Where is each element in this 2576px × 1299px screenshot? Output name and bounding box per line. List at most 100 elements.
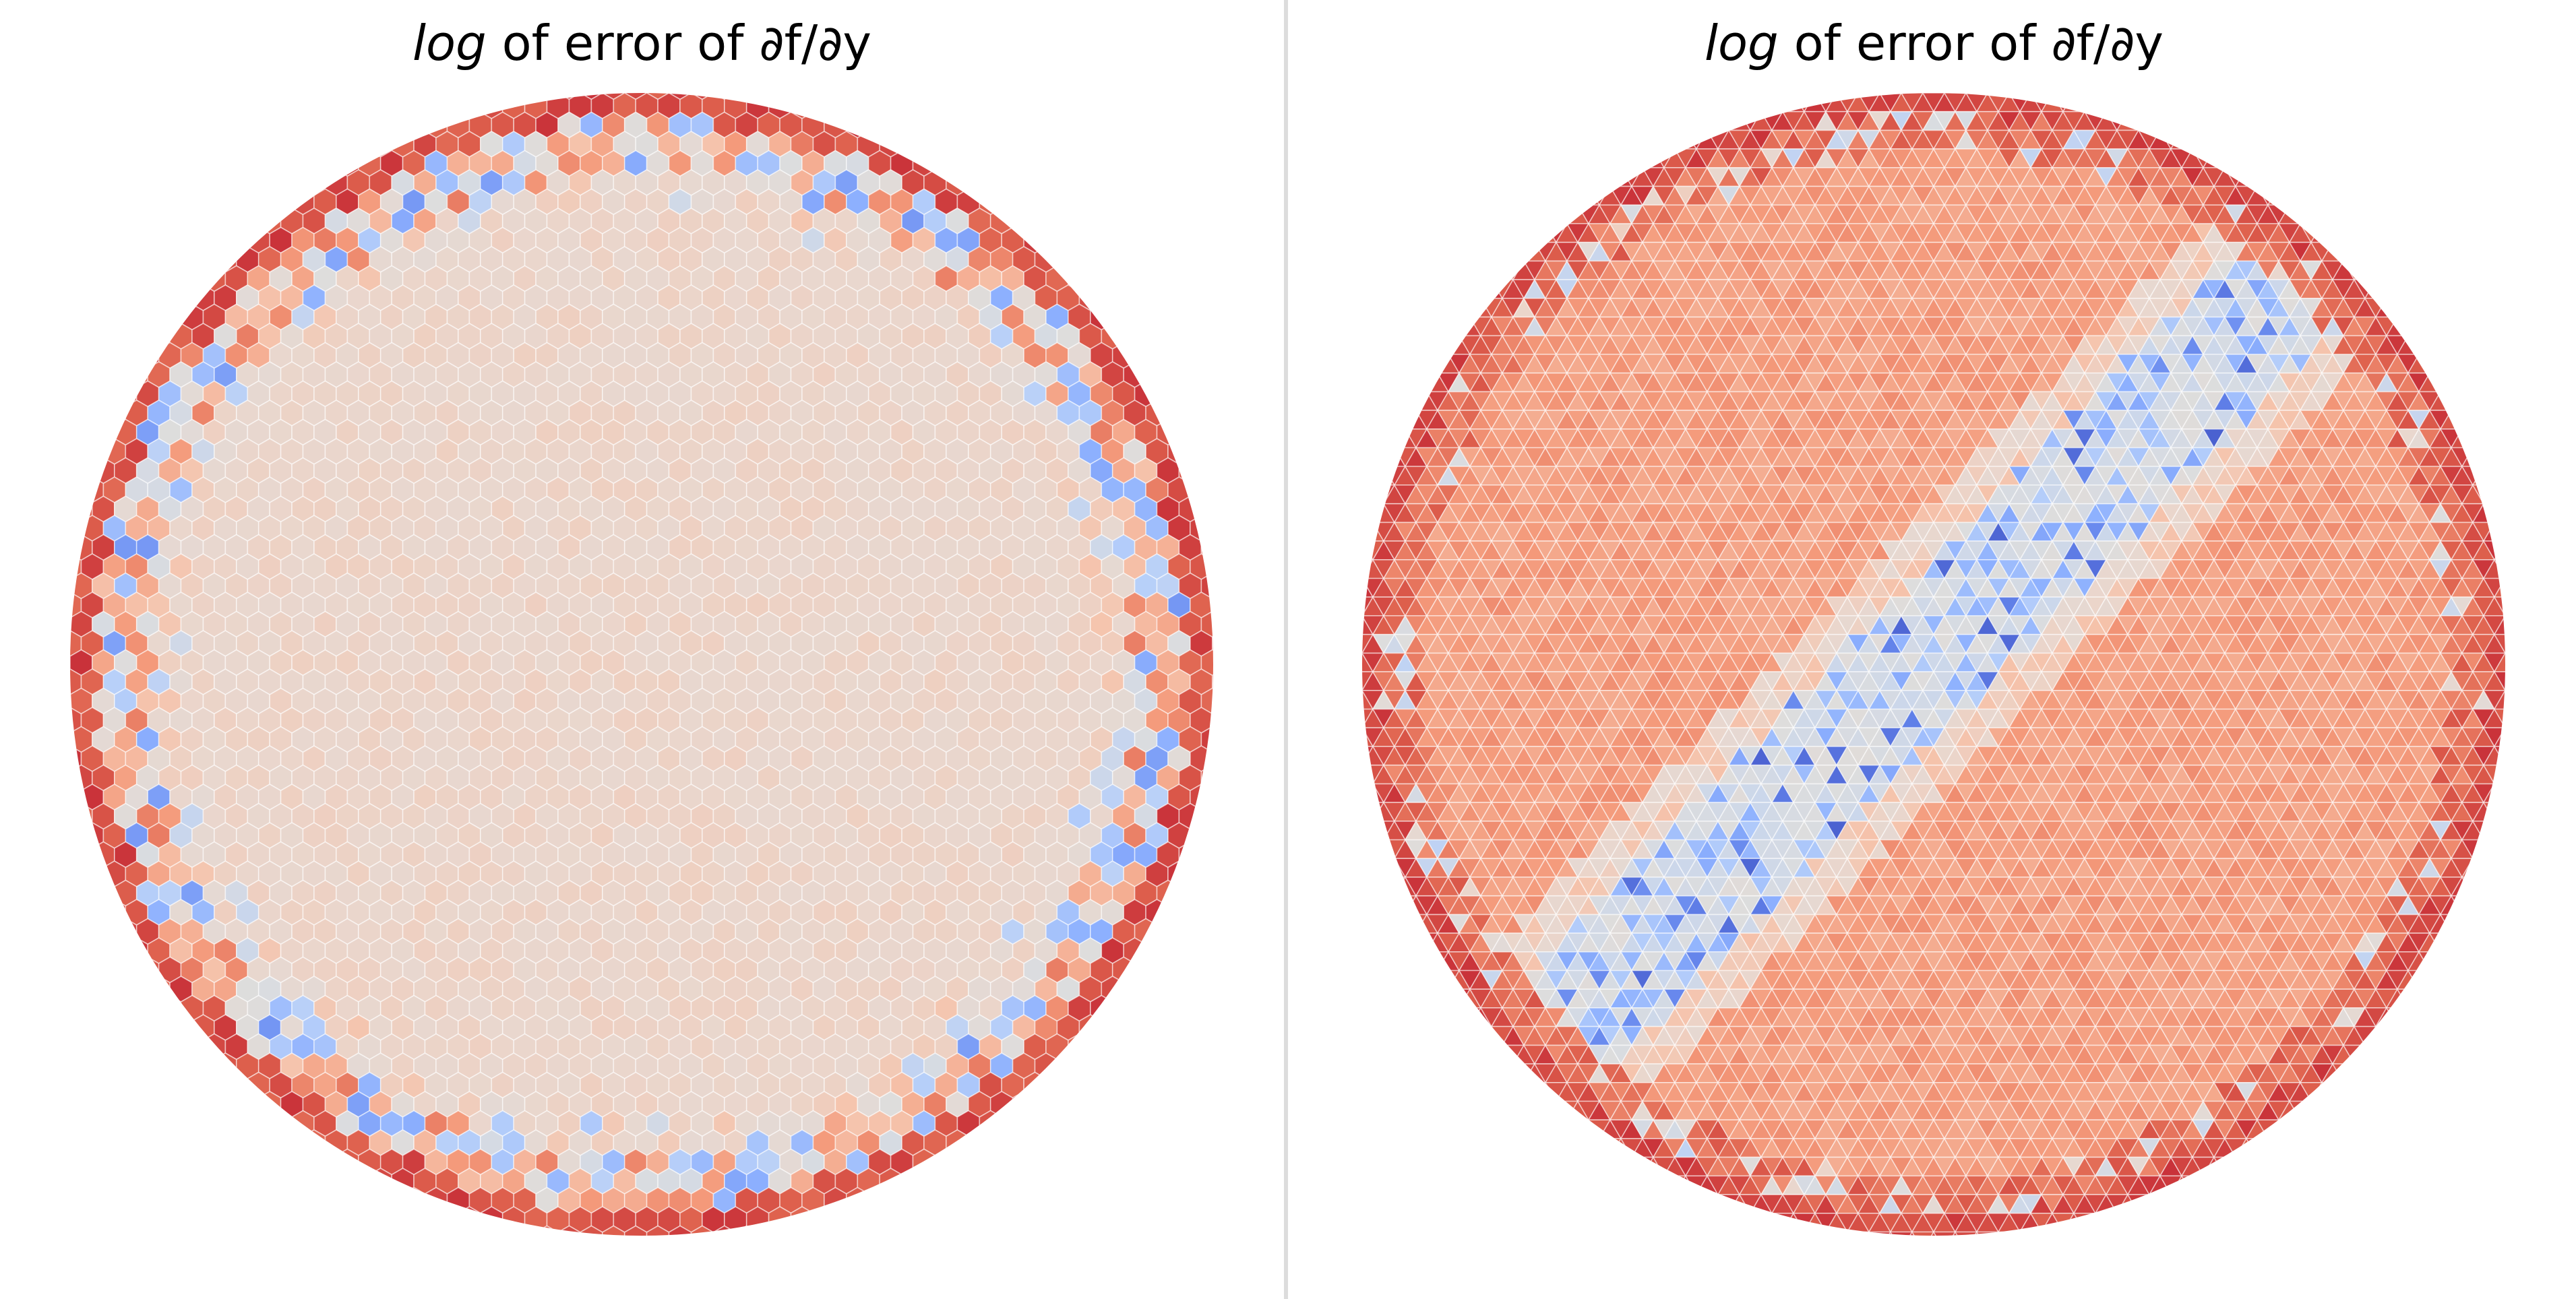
mesh-cell [435, 1206, 459, 1233]
mesh-cell [513, 1225, 536, 1236]
mesh-cell [1212, 707, 1213, 734]
mesh-cell [2148, 110, 2172, 131]
mesh-cell [1123, 323, 1146, 350]
mesh-cell [92, 879, 115, 907]
mesh-cell [1695, 110, 1719, 131]
mesh-cell [1447, 297, 1471, 318]
mesh-cell [2321, 223, 2345, 244]
mesh-cell [1965, 93, 1989, 94]
mesh-cell [1111, 994, 1136, 1022]
mesh-cell [169, 1014, 193, 1041]
mesh-cell [968, 169, 991, 196]
mesh-cell [2439, 372, 2463, 393]
mesh-cell [1566, 185, 1590, 206]
mesh-cell [1479, 278, 1504, 299]
mesh-cell [867, 1186, 892, 1214]
left-panel: log of error of ∂f/∂y [0, 0, 1284, 1299]
mesh-cell [968, 1129, 991, 1156]
mesh-cell [1792, 93, 1816, 94]
mesh-cell [1134, 956, 1158, 984]
mesh-cell [313, 150, 337, 177]
mesh-cell [513, 93, 536, 100]
mesh-cell [1056, 246, 1080, 273]
mesh-cell [458, 93, 481, 119]
mesh-cell [235, 1091, 259, 1118]
mesh-cell [1212, 630, 1213, 657]
mesh-cell [1674, 129, 1698, 150]
mesh-cell [70, 687, 71, 715]
mesh-cell [2504, 559, 2505, 579]
mesh-cell [2396, 297, 2420, 318]
mesh-cell [1878, 93, 1903, 94]
mesh-cell [1212, 745, 1213, 772]
mesh-cell [1512, 222, 1536, 243]
mesh-cell [2407, 316, 2431, 337]
mesh-cell [1200, 534, 1213, 561]
mesh-cell [1068, 265, 1091, 292]
mesh-cell [1598, 167, 1622, 188]
mesh-cell [1190, 822, 1213, 849]
mesh-cell [1045, 1071, 1069, 1099]
mesh-cell [158, 994, 182, 1022]
mesh-cell [70, 610, 71, 638]
mesh-cell [280, 1129, 304, 1156]
mesh-cell [2267, 185, 2291, 206]
left-title-log: log [412, 15, 487, 71]
mesh-cell [2299, 203, 2323, 224]
mesh-cell [1943, 93, 1967, 94]
mesh-cell [102, 400, 127, 426]
mesh-cell [1362, 503, 1385, 524]
panel-divider [1284, 0, 1288, 1299]
mesh-cell [2461, 428, 2485, 449]
mesh-cell [1362, 466, 1385, 486]
mesh-cell [1447, 316, 1471, 337]
mesh-cell [1727, 110, 1752, 131]
mesh-cell [1706, 110, 1730, 131]
mesh-cell [379, 1186, 404, 1214]
mesh-cell [1045, 226, 1069, 254]
mesh-cell [70, 649, 71, 676]
mesh-cell [235, 208, 259, 234]
mesh-cell [2331, 241, 2356, 262]
left-hex-mesh-plot [37, 93, 1213, 1236]
left-title-rest: of error of [486, 15, 760, 71]
mesh-cell [934, 1148, 958, 1176]
mesh-cell [1620, 148, 1644, 168]
mesh-cell [2374, 279, 2399, 300]
mesh-cell [2073, 93, 2097, 113]
mesh-cell [1868, 93, 1892, 94]
mesh-cell [1393, 410, 1417, 431]
mesh-cell [70, 534, 71, 561]
mesh-cell [2385, 297, 2410, 319]
mesh-cell [491, 1225, 515, 1236]
mesh-cell [735, 1225, 758, 1236]
mesh-cell [2180, 129, 2205, 150]
mesh-cell [2504, 577, 2505, 598]
mesh-cell [1630, 148, 1655, 169]
mesh-cell [2493, 540, 2505, 561]
mesh-cell [1382, 428, 1407, 449]
mesh-cell [757, 1225, 780, 1236]
right-panel: log of error of ∂f/∂y [1292, 0, 2576, 1299]
mesh-cell [1362, 596, 1363, 616]
mesh-cell [269, 188, 293, 216]
mesh-cell [2310, 222, 2334, 243]
mesh-cell [70, 495, 93, 523]
left-title-expr: ∂f/∂y [759, 15, 872, 71]
mesh-cell [70, 515, 82, 542]
mesh-cell [37, 631, 59, 656]
mesh-cell [2472, 447, 2496, 468]
mesh-cell [1001, 1110, 1024, 1137]
mesh-cell [1458, 297, 1482, 319]
mesh-cell [1372, 447, 1396, 468]
mesh-cell [1911, 93, 1935, 94]
mesh-cell [834, 1206, 859, 1233]
mesh-cell [1145, 361, 1169, 388]
mesh-cell [2342, 241, 2366, 262]
mesh-cell [114, 380, 137, 408]
mesh-cell [1814, 93, 1838, 94]
mesh-cell [2040, 93, 2064, 113]
mesh-cell [1212, 553, 1213, 580]
mesh-cell [1190, 476, 1213, 503]
mesh-cell [1362, 540, 1374, 561]
